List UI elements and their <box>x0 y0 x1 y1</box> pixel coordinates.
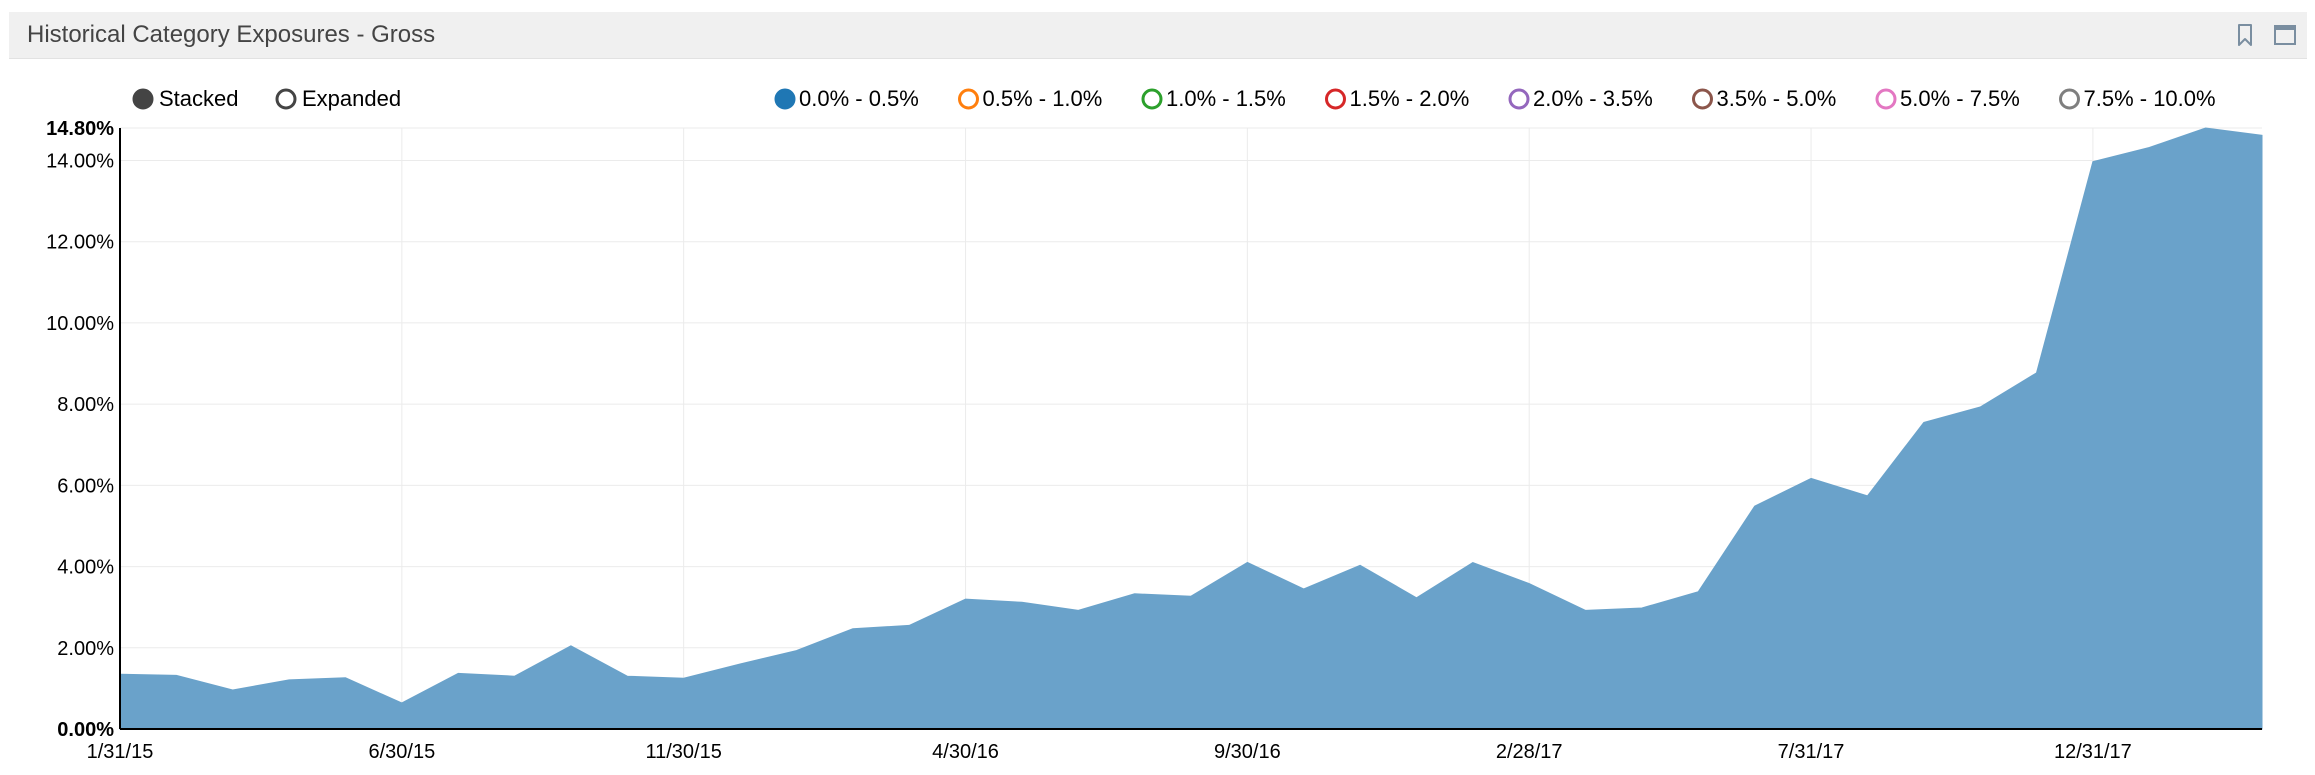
legend-label: 1.0% - 1.5% <box>1166 86 1286 111</box>
expanded-toggle[interactable]: Expanded <box>275 86 401 111</box>
y-tick-label: 4.00% <box>57 557 114 579</box>
legend-item[interactable]: 3.5% - 5.0% <box>1692 86 1837 111</box>
stacked-toggle[interactable]: Stacked <box>132 86 239 111</box>
area-series[interactable] <box>119 127 2263 730</box>
legend-label: 5.0% - 7.5% <box>1900 86 2020 111</box>
maximize-icon[interactable] <box>2272 22 2298 48</box>
legend-label: 7.5% - 10.0% <box>2084 86 2216 111</box>
legend-item[interactable]: 2.0% - 3.5% <box>1508 86 1653 111</box>
panel-header: Historical Category Exposures - Gross <box>9 12 2307 59</box>
legend-swatch <box>1325 88 1346 110</box>
x-tick-label: 9/30/16 <box>1214 741 1281 763</box>
legend-label: 1.5% - 2.0% <box>1350 86 1470 111</box>
bookmark-icon[interactable] <box>2232 22 2258 48</box>
y-axis-ticks: 0.00% 2.00% 4.00% 6.00% 8.00% 10.00% 12.00% 14.… <box>46 118 114 741</box>
x-tick-label: 4/30/16 <box>932 741 999 763</box>
x-tick-label: 1/31/15 <box>87 741 154 763</box>
panel-title: Historical Category Exposures - Gross <box>27 21 436 48</box>
x-tick-label: 12/31/17 <box>2054 741 2132 763</box>
y-tick-label: 6.00% <box>57 475 114 497</box>
x-tick-label: 6/30/15 <box>368 741 435 763</box>
legend-swatch <box>2059 88 2080 110</box>
y-tick-label: 0.00% <box>57 719 114 741</box>
legend-label: 0.5% - 1.0% <box>983 86 1103 111</box>
legend-item[interactable]: 7.5% - 10.0% <box>2059 86 2216 111</box>
radio-circle <box>132 88 154 110</box>
legend-item[interactable]: 0.0% - 0.5% <box>774 86 919 111</box>
legend-item[interactable]: 0.5% - 1.0% <box>958 86 1103 111</box>
y-tick-label: 10.00% <box>46 313 114 335</box>
x-tick-label: 7/31/17 <box>1778 741 1845 763</box>
legend-swatch <box>1875 88 1897 110</box>
y-tick-label: 8.00% <box>57 394 114 416</box>
toggle-label: Stacked <box>159 86 239 111</box>
legend-swatch <box>958 88 979 110</box>
radio-circle <box>275 88 297 110</box>
view-mode-controls: Stacked Expanded <box>132 86 401 111</box>
x-tick-label: 2/28/17 <box>1496 741 1563 763</box>
legend-item[interactable]: 1.5% - 2.0% <box>1325 86 1470 111</box>
legend-label: 0.0% - 0.5% <box>799 86 919 111</box>
x-axis-ticks: 1/31/15 6/30/15 11/30/15 4/30/16 9/30/16 2/28… <box>87 741 2132 763</box>
x-tick-label: 11/30/15 <box>645 741 721 763</box>
area-layer <box>119 127 2263 730</box>
y-tick-label: 14.80% <box>46 118 114 140</box>
y-tick-label: 14.00% <box>46 150 114 172</box>
legend-label: 2.0% - 3.5% <box>1533 86 1653 111</box>
legend: 0.0% - 0.5% 0.5% - 1.0% 1.0% - 1.5% 1.5% - … <box>774 86 2216 111</box>
legend-label: 3.5% - 5.0% <box>1717 86 1837 111</box>
legend-item[interactable]: 5.0% - 7.5% <box>1875 86 2020 111</box>
axes <box>119 128 2262 730</box>
legend-swatch <box>1508 88 1530 110</box>
y-tick-label: 2.00% <box>57 638 114 660</box>
legend-swatch <box>1692 88 1713 110</box>
legend-item[interactable]: 1.0% - 1.5% <box>1141 86 1286 111</box>
toggle-label: Expanded <box>302 86 401 111</box>
legend-swatch <box>1141 88 1163 110</box>
y-tick-label: 12.00% <box>46 232 114 254</box>
legend-swatch <box>774 88 796 110</box>
